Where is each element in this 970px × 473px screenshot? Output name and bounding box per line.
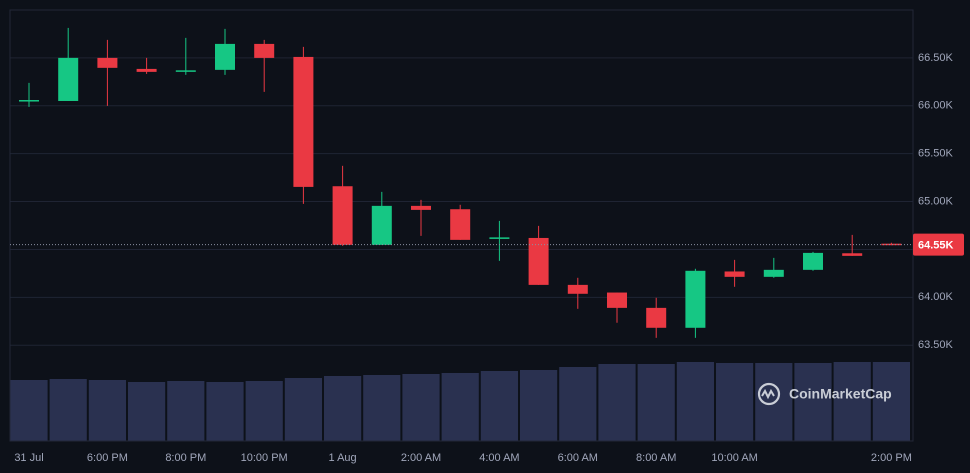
x-tick-label: 10:00 PM bbox=[241, 452, 288, 464]
candle-body bbox=[175, 70, 196, 72]
volume-bar bbox=[245, 381, 283, 441]
candle-body bbox=[136, 68, 157, 72]
volume-bar bbox=[520, 370, 558, 441]
volume-bar bbox=[441, 373, 479, 441]
volume-bar bbox=[833, 362, 871, 441]
volume-bar bbox=[284, 378, 322, 441]
candle-body bbox=[724, 271, 745, 277]
candle-body bbox=[842, 253, 863, 256]
volume-bar bbox=[324, 376, 362, 441]
last-price-tag bbox=[913, 233, 964, 256]
y-tick-label: 63.50K bbox=[918, 339, 954, 351]
logo-icon-mark bbox=[761, 388, 775, 400]
y-tick-label: 66.50K bbox=[918, 52, 954, 64]
candle-body bbox=[332, 186, 353, 245]
volume-bar bbox=[480, 371, 518, 441]
volume-bar bbox=[206, 382, 244, 441]
x-tick-label: 6:00 PM bbox=[87, 452, 128, 464]
candle-body bbox=[293, 56, 314, 187]
volume-bar bbox=[794, 363, 832, 441]
volume-bar bbox=[559, 367, 597, 441]
logo-icon bbox=[757, 382, 781, 406]
y-tick-label: 64.00K bbox=[918, 291, 954, 303]
x-tick-label: 10:00 AM bbox=[711, 452, 757, 464]
candles bbox=[19, 27, 902, 338]
volume-bar bbox=[872, 362, 910, 441]
y-tick-label: 65.50K bbox=[918, 148, 954, 160]
candle-body bbox=[528, 237, 549, 285]
x-tick-label: 8:00 PM bbox=[165, 452, 206, 464]
grid bbox=[10, 57, 913, 346]
watermark-text: CoinMarketCap bbox=[789, 386, 892, 402]
x-tick-label: 1 Aug bbox=[329, 452, 357, 464]
volume-bar bbox=[598, 364, 636, 441]
candle-body bbox=[450, 209, 471, 240]
candle-body bbox=[97, 57, 118, 68]
x-tick-label: 2:00 AM bbox=[401, 452, 441, 464]
candle-body bbox=[763, 269, 784, 277]
x-tick-label: 31 Jul bbox=[14, 452, 43, 464]
x-tick-label: 6:00 AM bbox=[558, 452, 598, 464]
candle-body bbox=[58, 57, 79, 101]
x-tick-label: 4:00 AM bbox=[479, 452, 519, 464]
candle-body bbox=[215, 43, 235, 70]
candle-body bbox=[489, 237, 510, 239]
volume-bar bbox=[716, 363, 754, 441]
candle-body bbox=[567, 284, 588, 294]
candle-body bbox=[881, 243, 902, 246]
watermark: CoinMarketCap bbox=[757, 382, 892, 406]
candle-body bbox=[411, 205, 431, 210]
candle-body bbox=[646, 307, 667, 328]
volume-bar bbox=[676, 362, 714, 441]
volume-bar bbox=[88, 380, 126, 441]
y-tick-label: 65.00K bbox=[918, 195, 954, 207]
candle-body bbox=[607, 292, 627, 308]
candle-body bbox=[371, 205, 392, 245]
x-tick-label: 8:00 AM bbox=[636, 452, 676, 464]
volume-bar bbox=[363, 375, 401, 441]
volume-bar bbox=[49, 379, 87, 441]
volume-bar bbox=[167, 381, 205, 441]
volume-panel bbox=[10, 362, 910, 441]
last-price-label: 64.55K bbox=[918, 240, 954, 252]
candle-body bbox=[803, 252, 823, 270]
volume-bar bbox=[402, 374, 440, 441]
volume-bar bbox=[10, 380, 48, 441]
x-tick-label: 2:00 PM bbox=[871, 452, 912, 464]
candle-body bbox=[19, 100, 39, 102]
plot-frame bbox=[9, 9, 914, 442]
y-tick-label: 66.00K bbox=[918, 100, 954, 112]
volume-bar bbox=[637, 364, 675, 441]
candle-body bbox=[254, 43, 275, 58]
axes: 63.50K64.00K64.50K65.00K65.50K66.00K66.5… bbox=[10, 52, 964, 464]
candle-body bbox=[685, 270, 706, 328]
volume-bar bbox=[128, 382, 166, 441]
